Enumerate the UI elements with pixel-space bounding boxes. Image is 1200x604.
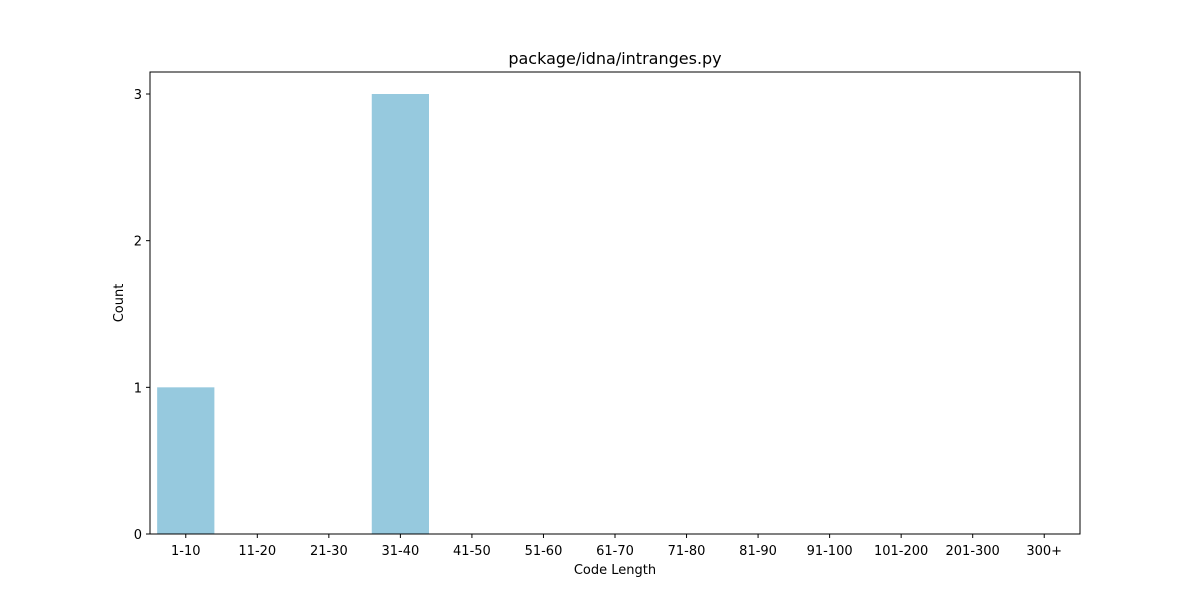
plot-area-frame bbox=[149, 71, 1081, 535]
x-tick-label: 11-20 bbox=[238, 544, 276, 559]
x-axis-label: Code Length bbox=[574, 563, 656, 578]
x-tick-label: 61-70 bbox=[596, 544, 634, 559]
x-tick-label: 71-80 bbox=[668, 544, 706, 559]
y-tick-label: 1 bbox=[134, 381, 142, 396]
bar-1-10 bbox=[157, 387, 215, 534]
chart-title: package/idna/intranges.py bbox=[508, 49, 721, 68]
y-axis: 0 1 2 3 bbox=[134, 88, 150, 543]
x-tick-label: 21-30 bbox=[310, 544, 348, 559]
x-tick-label: 300+ bbox=[1026, 544, 1062, 559]
x-tick-label: 91-100 bbox=[807, 544, 853, 559]
x-tick-label: 201-300 bbox=[946, 544, 1000, 559]
bar-31-40 bbox=[371, 94, 429, 534]
bars-group bbox=[157, 94, 429, 534]
x-axis: 1-10 11-20 21-30 31-40 41-50 51-60 61-70 71-80 8… bbox=[171, 534, 1062, 559]
y-tick-label: 2 bbox=[134, 235, 142, 250]
x-tick-label: 51-60 bbox=[525, 544, 563, 559]
x-tick-label: 101-200 bbox=[874, 544, 928, 559]
x-tick-label: 41-50 bbox=[453, 544, 491, 559]
y-tick-label: 3 bbox=[134, 88, 142, 103]
x-tick-label: 1-10 bbox=[171, 544, 201, 559]
x-tick-label: 81-90 bbox=[739, 544, 777, 559]
y-tick-label: 0 bbox=[134, 528, 142, 543]
y-axis-label: Count bbox=[112, 284, 127, 323]
x-tick-label: 31-40 bbox=[381, 544, 419, 559]
